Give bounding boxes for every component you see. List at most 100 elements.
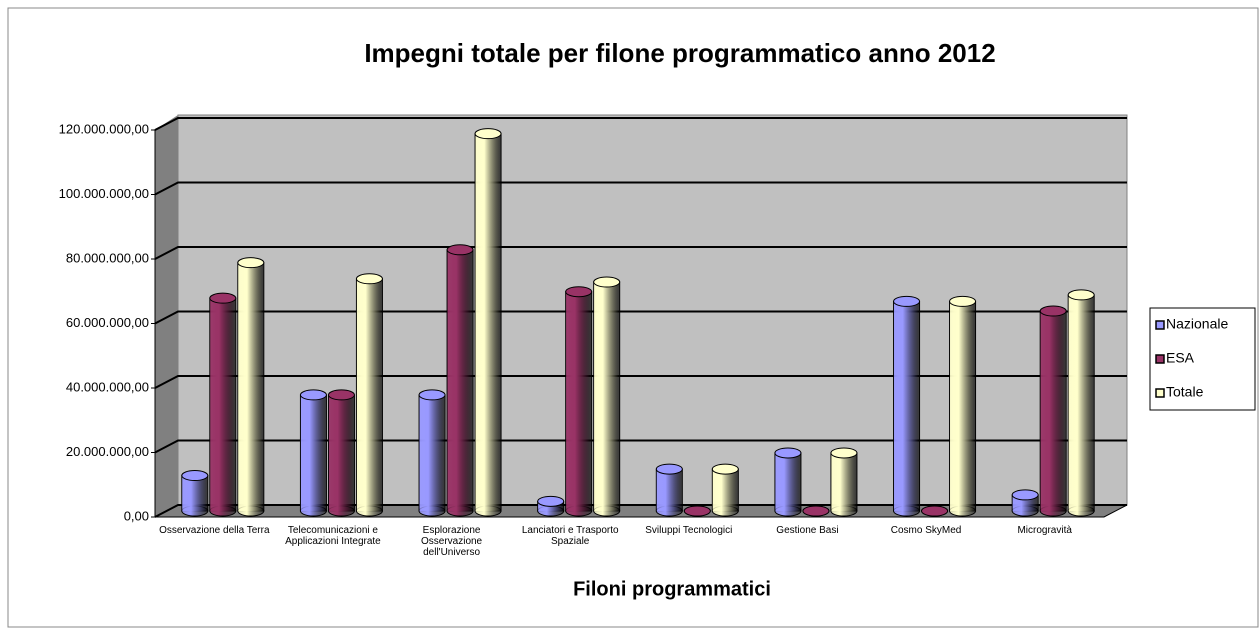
x-tick-label-box: Cosmo SkyMed xyxy=(890,525,962,536)
legend-swatch xyxy=(1155,320,1165,330)
bar-body-fill xyxy=(831,452,857,511)
bar-body-fill xyxy=(594,282,620,511)
bar-body-fill xyxy=(328,394,354,511)
bar-top xyxy=(446,244,474,256)
bar xyxy=(209,292,237,517)
legend-label: Totale xyxy=(1166,384,1204,400)
y-tick-label: 60.000.000,00 xyxy=(66,315,149,330)
bar-top xyxy=(327,389,355,401)
bar xyxy=(921,505,949,517)
bar-body-fill xyxy=(566,291,592,511)
grid-line xyxy=(154,117,1127,131)
chart-title: Impegni totale per filone programmatico … xyxy=(364,38,995,68)
grid-line xyxy=(154,246,1127,260)
bar-top xyxy=(1039,305,1067,317)
x-tick-label: Esplorazione Osservazione dell'Universo xyxy=(420,525,483,558)
bar-top xyxy=(565,286,593,298)
bar-top xyxy=(593,276,621,288)
bar-body-fill xyxy=(775,452,801,511)
bar-top xyxy=(802,505,830,517)
x-tick-label-box: Sviluppi Tecnologici xyxy=(645,525,733,536)
x-tick-label: Cosmo SkyMed xyxy=(890,525,962,536)
legend xyxy=(1149,307,1256,411)
bar xyxy=(418,389,446,517)
bar xyxy=(593,276,621,517)
bar-top xyxy=(537,495,565,507)
bar-top xyxy=(181,470,209,482)
bar-top xyxy=(237,257,265,269)
bar xyxy=(830,447,858,517)
bar-body-fill xyxy=(447,249,473,511)
x-tick-label-box: Telecomunicazioni e Applicazioni Integra… xyxy=(285,525,381,547)
bar-body-fill xyxy=(210,298,236,511)
bar-body-fill xyxy=(712,469,738,511)
bar xyxy=(355,273,383,517)
bar-body-fill xyxy=(238,262,264,511)
x-tick-label: Osservazione della Terra xyxy=(159,525,270,536)
bar-body-fill xyxy=(1068,294,1094,511)
bar-top xyxy=(893,295,921,307)
bar xyxy=(802,505,830,517)
x-tick-label: Lanciatori e Trasporto Spaziale xyxy=(521,525,619,547)
bar xyxy=(1067,289,1095,517)
y-tick-label: 0,00 xyxy=(124,508,149,523)
grid-line xyxy=(154,181,1127,196)
x-tick-label-box: Microgravità xyxy=(1017,525,1072,536)
bar xyxy=(1039,305,1067,517)
y-tick-label: 20.000.000,00 xyxy=(66,444,149,459)
bar-top xyxy=(683,505,711,517)
bar-body-fill xyxy=(182,475,208,511)
legend-label: Nazionale xyxy=(1166,316,1228,332)
x-tick-label-box: Esplorazione Osservazione dell'Universo xyxy=(420,525,483,558)
x-tick-label: Telecomunicazioni e Applicazioni Integra… xyxy=(285,525,381,547)
grid-line xyxy=(154,439,1127,454)
side-wall xyxy=(155,115,178,517)
bar xyxy=(537,495,565,517)
bar xyxy=(774,447,802,517)
bar-top xyxy=(655,463,683,475)
bar xyxy=(446,244,474,517)
bar-top xyxy=(209,292,237,304)
legend-swatch xyxy=(1155,388,1165,398)
bar-top xyxy=(474,128,502,140)
bar xyxy=(893,295,921,517)
bar-body-fill xyxy=(1040,311,1066,511)
bar-body-fill xyxy=(356,278,382,511)
bar-top xyxy=(711,463,739,475)
legend-swatch xyxy=(1155,354,1165,364)
x-tick-label-box: Gestione Basi xyxy=(776,525,839,536)
grid-line xyxy=(154,375,1127,389)
bar-body-fill xyxy=(656,469,682,511)
bar xyxy=(299,389,327,517)
grid-line xyxy=(154,310,1127,325)
bar-body-fill xyxy=(419,394,445,511)
legend-label: ESA xyxy=(1166,350,1195,366)
x-tick-label-box: Lanciatori e Trasporto Spaziale xyxy=(521,525,619,547)
bar-top xyxy=(830,447,858,459)
y-tick-label: 100.000.000,00 xyxy=(59,186,149,201)
grid-line xyxy=(154,504,1127,518)
bar-top xyxy=(418,389,446,401)
y-tick-label: 80.000.000,00 xyxy=(66,250,149,265)
bar-body-fill xyxy=(894,301,920,511)
bar-top xyxy=(774,447,802,459)
bar-top xyxy=(1067,289,1095,301)
bar xyxy=(1011,489,1039,517)
bar xyxy=(474,128,502,517)
y-tick-label: 120.000.000,00 xyxy=(59,121,149,136)
x-axis-title: Filoni programmatici xyxy=(573,578,771,600)
x-tick-label: Microgravità xyxy=(1017,525,1072,536)
bar-top xyxy=(1011,489,1039,501)
bar xyxy=(711,463,739,517)
x-tick-label-box: Osservazione della Terra xyxy=(159,525,270,536)
bar xyxy=(683,505,711,517)
x-tick-label: Sviluppi Tecnologici xyxy=(645,525,733,536)
bar-top xyxy=(921,505,949,517)
x-tick-label: Gestione Basi xyxy=(776,525,839,536)
bar-body-fill xyxy=(475,133,501,512)
bar-body-fill xyxy=(950,301,976,511)
bar-top xyxy=(949,295,977,307)
bar xyxy=(655,463,683,517)
bar xyxy=(565,286,593,517)
